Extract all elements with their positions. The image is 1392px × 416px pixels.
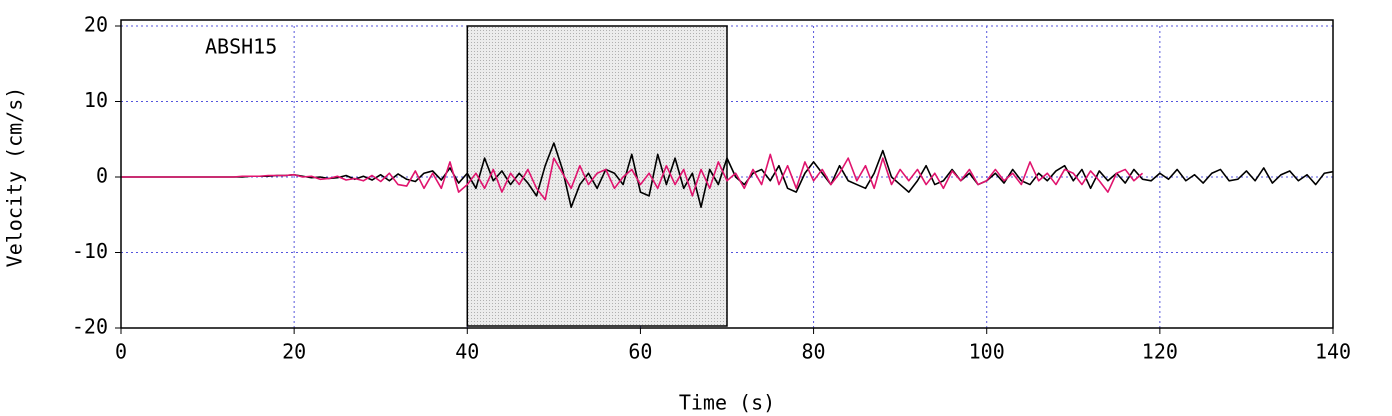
plot-frame	[120, 19, 1334, 329]
x-axis-label: Time (s)	[679, 391, 775, 415]
x-tick-label: 80	[802, 340, 826, 364]
x-tick-label: 60	[628, 340, 652, 364]
series-line	[121, 142, 1334, 208]
y-tick-label: 20	[84, 13, 108, 37]
x-tick-label: 40	[455, 340, 479, 364]
annotation: ABSH15	[205, 35, 277, 59]
series-line	[121, 153, 1144, 201]
highlight-window	[466, 25, 728, 327]
x-tick-label: 120	[1142, 340, 1178, 364]
y-tick-label: -10	[72, 239, 108, 263]
y-tick-label: -20	[72, 315, 108, 339]
x-tick-label: 0	[115, 340, 127, 364]
x-tick-label: 140	[1315, 340, 1351, 364]
y-axis-label: Velocity (cm/s)	[3, 87, 27, 268]
x-tick-label: 20	[282, 340, 306, 364]
y-tick-label: 10	[84, 88, 108, 112]
x-tick-label: 100	[969, 340, 1005, 364]
y-tick-label: 0	[96, 164, 108, 188]
